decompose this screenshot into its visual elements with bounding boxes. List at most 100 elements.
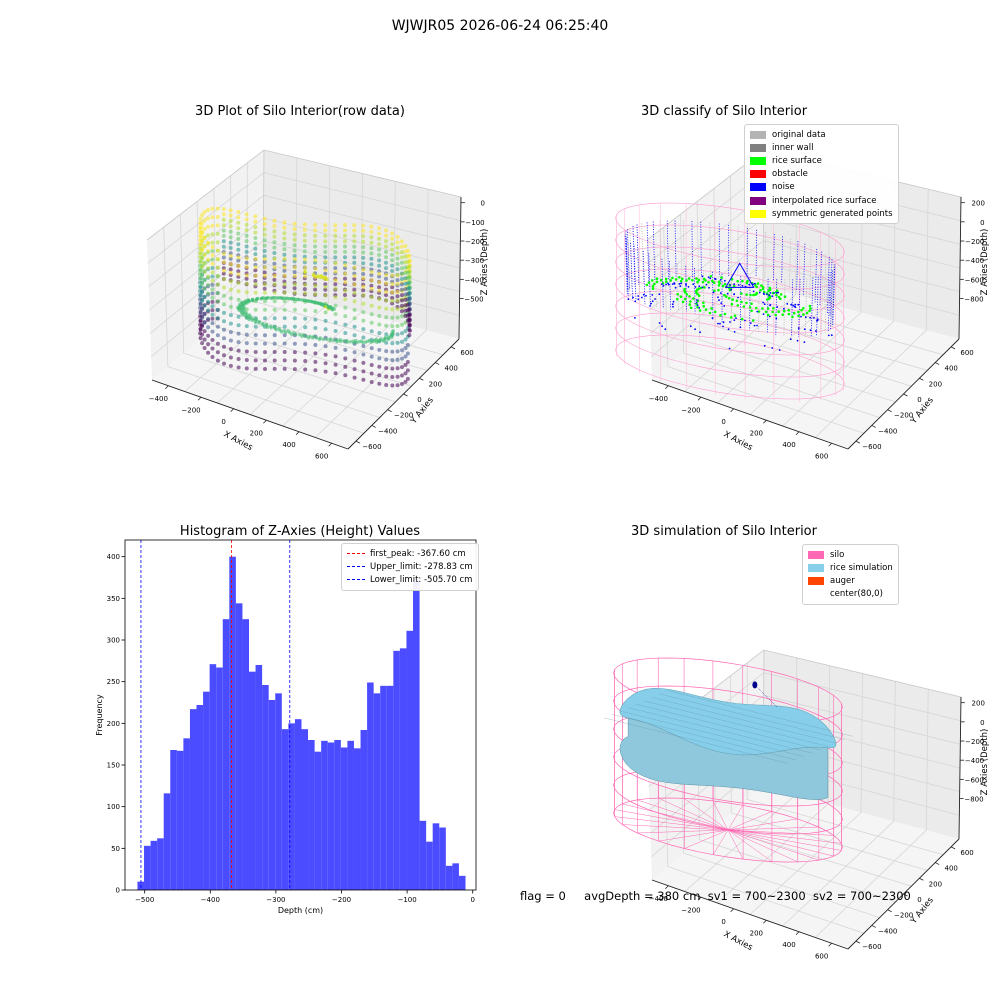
data-point xyxy=(377,373,382,378)
noise-point xyxy=(726,292,729,295)
classify-marks xyxy=(615,202,845,402)
data-point xyxy=(361,327,366,332)
data-point xyxy=(228,338,233,343)
data-point xyxy=(369,303,374,308)
data-point xyxy=(244,276,249,281)
data-point xyxy=(403,254,408,259)
x-tick-label: −400 xyxy=(649,395,668,403)
noise-trace xyxy=(630,243,634,300)
data-point xyxy=(262,216,267,221)
data-point xyxy=(282,247,287,252)
noise-point xyxy=(720,302,723,304)
data-point xyxy=(383,335,388,340)
data-point xyxy=(228,253,233,258)
rice-point xyxy=(721,284,725,288)
data-point xyxy=(377,381,382,386)
data-point xyxy=(302,287,307,292)
histogram-bar xyxy=(308,740,315,890)
data-point xyxy=(352,287,357,292)
data-point xyxy=(303,266,308,270)
data-point xyxy=(395,366,400,371)
noise-point xyxy=(809,316,811,319)
y-tick xyxy=(435,362,440,365)
noise-point xyxy=(719,322,721,325)
data-point xyxy=(399,298,404,303)
x-tick-label: −100 xyxy=(397,896,416,904)
data-point xyxy=(313,258,318,263)
x-tick xyxy=(795,931,800,936)
data-point xyxy=(321,337,325,341)
rice-point xyxy=(797,310,800,314)
data-point xyxy=(303,325,308,330)
data-point xyxy=(253,246,258,251)
data-point xyxy=(272,333,277,338)
rice-point xyxy=(764,310,768,314)
data-point xyxy=(403,265,408,270)
noise-point xyxy=(794,303,797,306)
data-point xyxy=(228,224,233,229)
data-point xyxy=(403,297,408,302)
z-axis-title: Z Axies (Depth) xyxy=(980,229,990,296)
data-point xyxy=(361,223,366,228)
data-point xyxy=(390,252,395,257)
data-point xyxy=(228,270,233,275)
data-point xyxy=(244,281,249,286)
rice-point xyxy=(740,300,743,304)
data-point xyxy=(210,312,215,317)
silo-ring xyxy=(615,202,845,268)
data-point xyxy=(222,285,226,290)
data-point xyxy=(215,248,220,253)
noise-trace xyxy=(764,231,767,278)
data-point xyxy=(360,339,364,343)
histogram-bar xyxy=(426,841,433,890)
data-point xyxy=(403,303,408,308)
data-point xyxy=(292,243,297,248)
data-point xyxy=(369,354,374,359)
x-axis-line xyxy=(651,379,849,450)
data-point xyxy=(390,349,395,354)
data-point xyxy=(210,249,215,254)
noise-point xyxy=(692,283,695,286)
data-point xyxy=(202,286,207,291)
noise-point xyxy=(796,339,799,342)
data-point xyxy=(236,272,241,277)
data-point xyxy=(343,288,348,293)
data-point xyxy=(352,250,357,254)
data-point xyxy=(206,216,210,221)
data-point xyxy=(292,290,297,295)
data-point xyxy=(236,220,241,225)
data-point xyxy=(352,299,357,304)
data-point xyxy=(206,249,211,254)
data-point xyxy=(221,233,226,238)
data-point xyxy=(369,295,374,300)
data-point xyxy=(313,287,318,292)
data-point xyxy=(292,331,296,335)
noise-point xyxy=(709,277,712,280)
data-point xyxy=(282,324,287,329)
noise-point xyxy=(733,293,736,295)
data-point xyxy=(200,248,205,252)
rice-point xyxy=(681,277,684,281)
rice-point xyxy=(653,282,656,286)
legend-swatch xyxy=(808,576,824,585)
data-point xyxy=(262,222,267,227)
data-point xyxy=(395,349,400,354)
auger xyxy=(752,681,758,689)
data-point xyxy=(343,228,347,233)
data-point xyxy=(272,366,277,371)
noise-point xyxy=(671,283,674,285)
data-point xyxy=(236,247,241,252)
data-point xyxy=(407,333,412,338)
data-point xyxy=(399,303,404,308)
data-point xyxy=(377,253,382,257)
data-point xyxy=(236,340,241,345)
data-point xyxy=(282,265,287,270)
data-point xyxy=(390,307,395,312)
y-tick xyxy=(887,409,892,413)
noise-point xyxy=(752,283,754,285)
data-point xyxy=(222,251,226,256)
data-point xyxy=(222,327,226,332)
rice-point xyxy=(802,307,805,310)
data-point xyxy=(384,315,389,320)
data-point xyxy=(228,321,233,326)
